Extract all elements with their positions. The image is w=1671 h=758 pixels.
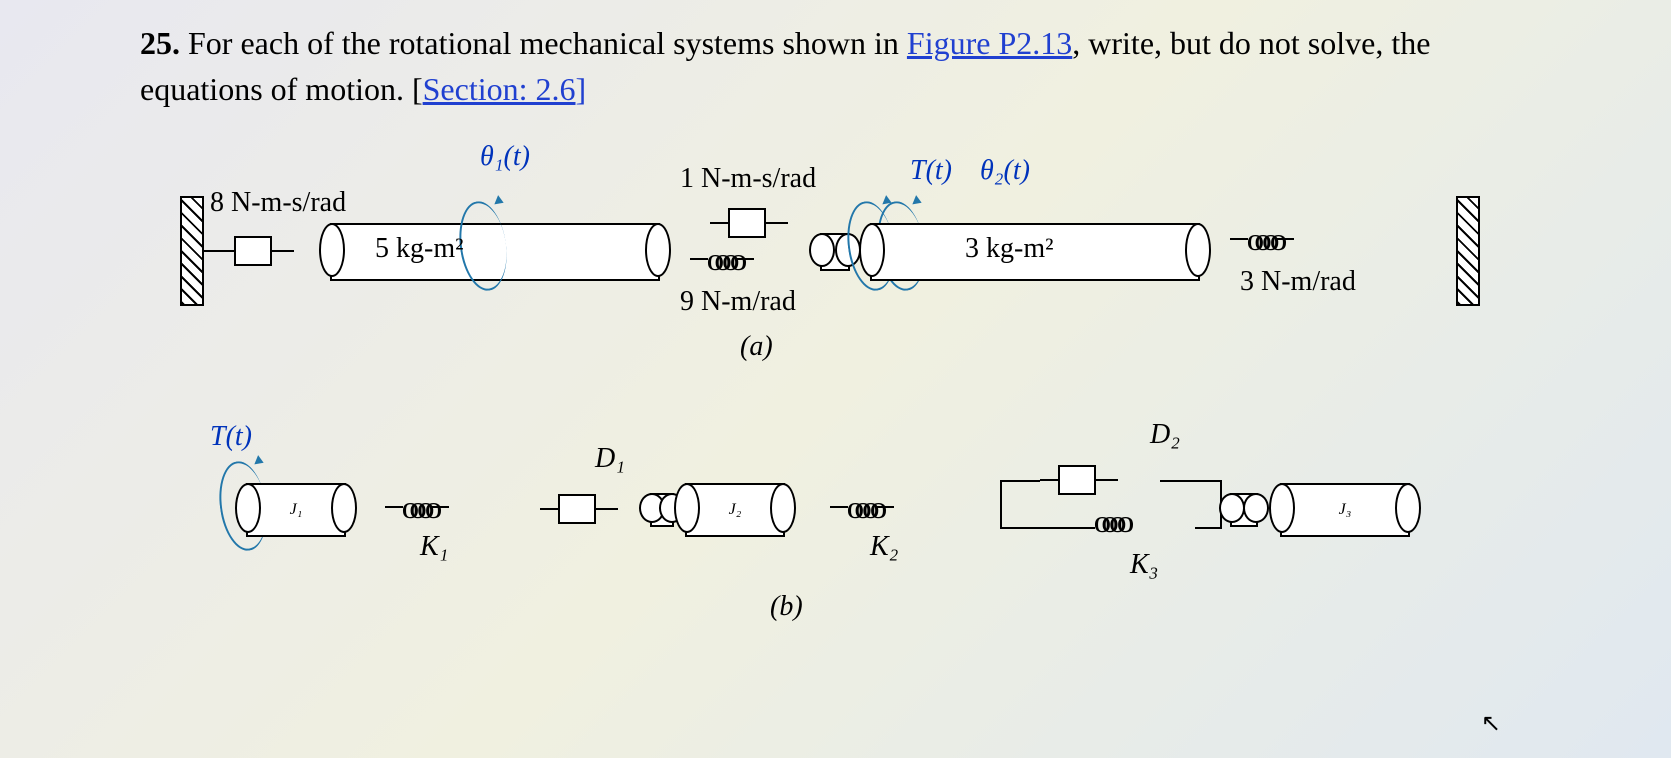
branch-h-2 — [1160, 480, 1220, 482]
problem-text-1: For each of the rotational mechanical sy… — [180, 25, 907, 61]
branch-h-3 — [1000, 527, 1095, 529]
figure-b-caption: (b) — [770, 591, 803, 623]
damper-a2-label: 1 N-m-s/rad — [680, 163, 816, 195]
wall-left-a — [180, 196, 204, 306]
spring-a2: oooo — [1230, 231, 1294, 247]
J1-label: J₁ — [286, 501, 307, 519]
figure-a: 8 N-m-s/rad 5 kg-m² θ₁(t) 1 N-m-s/rad oo… — [180, 141, 1480, 371]
problem-statement: 25. For each of the rotational mechanica… — [140, 20, 1531, 113]
joiner-a — [820, 233, 850, 271]
damper-a1 — [204, 236, 294, 266]
branch-dn-1 — [1000, 509, 1002, 529]
figure-a-caption: (a) — [740, 331, 773, 363]
branch-up-1 — [1000, 480, 1002, 510]
wall-right-a — [1456, 196, 1480, 306]
D2-label: D₂ — [1150, 419, 1180, 451]
cursor-icon: ↖ — [1481, 709, 1501, 738]
spring-a1-label: 9 N-m/rad — [680, 286, 796, 318]
spring-a1: oooo — [690, 251, 754, 267]
joiner-b2 — [1230, 493, 1258, 527]
J2-label: J₂ — [725, 501, 746, 519]
inertia-a1-label: 5 kg-m² — [375, 233, 464, 265]
K2-label: K₂ — [870, 531, 898, 563]
T-label-b: T(t) — [210, 421, 252, 453]
spring-b2: oooo — [830, 499, 894, 515]
problem-number: 25. — [140, 25, 180, 61]
figure-link[interactable]: Figure P2.13 — [907, 25, 1072, 61]
spring-b3: oooo — [1095, 513, 1123, 529]
inertia-a2-label: 3 kg-m² — [965, 233, 1054, 265]
theta2-label: θ₂(t) — [980, 155, 1030, 187]
branch-h-4 — [1195, 527, 1220, 529]
branch-h-1 — [1000, 480, 1040, 482]
figure-area: 8 N-m-s/rad 5 kg-m² θ₁(t) 1 N-m-s/rad oo… — [180, 141, 1480, 641]
T-label-a: T(t) — [910, 155, 952, 187]
inertia-b2: J₂ — [685, 483, 785, 537]
damper-a2 — [710, 208, 788, 238]
figure-b: T(t) J₁ oooo K₁ D₁ J₂ oooo — [210, 431, 1460, 601]
spring-b1: oooo — [385, 499, 449, 515]
damper-b1 — [540, 494, 618, 524]
spring-a2-label: 3 N-m/rad — [1240, 266, 1356, 298]
theta1-label: θ₁(t) — [480, 141, 530, 173]
section-link[interactable]: Section: 2.6 — [423, 71, 576, 107]
D1-label: D₁ — [595, 443, 625, 475]
inertia-b3: J₃ — [1280, 483, 1410, 537]
damper-a1-label: 8 N-m-s/rad — [210, 187, 346, 219]
damper-b2 — [1040, 465, 1118, 495]
K1-label: K₁ — [420, 531, 448, 563]
K3-label: K₃ — [1130, 549, 1158, 581]
joiner-b1 — [650, 493, 674, 527]
close-bracket: ] — [576, 71, 587, 107]
inertia-b1: J₁ — [246, 483, 346, 537]
J3-label: J₃ — [1335, 501, 1356, 519]
